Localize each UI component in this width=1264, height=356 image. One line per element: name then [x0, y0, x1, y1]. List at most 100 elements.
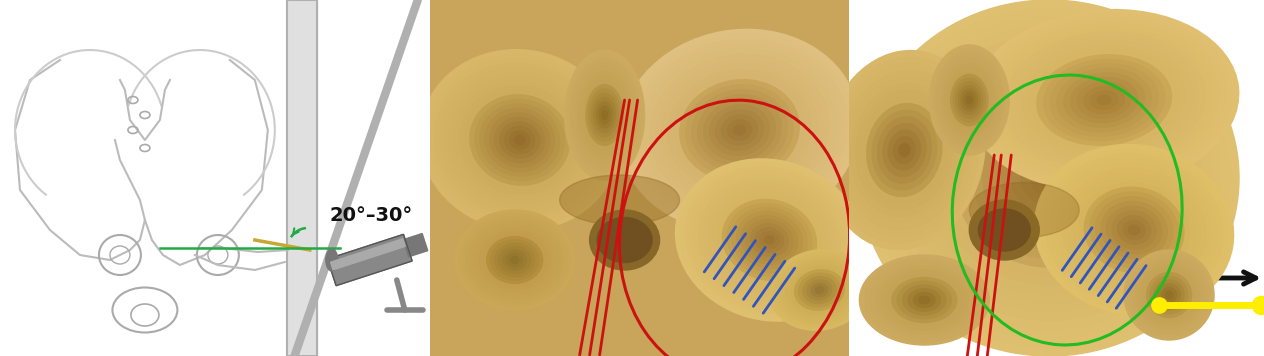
Ellipse shape	[667, 70, 811, 190]
Ellipse shape	[846, 77, 963, 223]
Ellipse shape	[811, 283, 828, 297]
Ellipse shape	[728, 120, 751, 140]
Ellipse shape	[565, 50, 645, 180]
Ellipse shape	[638, 44, 841, 216]
Ellipse shape	[1030, 160, 1068, 196]
Ellipse shape	[958, 85, 980, 115]
Ellipse shape	[861, 97, 947, 203]
Ellipse shape	[1073, 178, 1194, 282]
Ellipse shape	[715, 110, 763, 150]
Ellipse shape	[990, 23, 1218, 177]
Ellipse shape	[779, 256, 861, 324]
Ellipse shape	[992, 125, 1106, 231]
Ellipse shape	[829, 57, 980, 243]
Ellipse shape	[834, 64, 975, 236]
Ellipse shape	[490, 240, 538, 280]
Ellipse shape	[455, 81, 584, 199]
Ellipse shape	[487, 237, 542, 283]
Ellipse shape	[916, 53, 1182, 303]
Ellipse shape	[440, 68, 599, 212]
Ellipse shape	[560, 175, 680, 225]
Ellipse shape	[727, 204, 811, 277]
Ellipse shape	[694, 175, 844, 305]
Ellipse shape	[691, 90, 787, 170]
Ellipse shape	[465, 90, 574, 190]
Ellipse shape	[1096, 197, 1173, 263]
Ellipse shape	[756, 228, 784, 252]
Ellipse shape	[1044, 59, 1164, 141]
Ellipse shape	[1101, 201, 1167, 258]
Ellipse shape	[872, 110, 937, 190]
Ellipse shape	[589, 210, 660, 270]
Ellipse shape	[906, 44, 1192, 312]
Ellipse shape	[494, 244, 535, 277]
Ellipse shape	[1040, 149, 1229, 311]
Ellipse shape	[1106, 206, 1162, 254]
Ellipse shape	[626, 35, 853, 226]
Ellipse shape	[483, 233, 546, 287]
Ellipse shape	[722, 115, 757, 145]
Ellipse shape	[420, 50, 619, 230]
Ellipse shape	[1068, 173, 1201, 287]
Ellipse shape	[511, 257, 518, 263]
Ellipse shape	[1040, 169, 1059, 187]
Ellipse shape	[621, 29, 858, 231]
Ellipse shape	[698, 95, 781, 165]
Ellipse shape	[713, 191, 825, 289]
Ellipse shape	[575, 67, 635, 163]
Ellipse shape	[470, 223, 559, 297]
Ellipse shape	[435, 63, 604, 217]
Ellipse shape	[932, 49, 1006, 151]
Ellipse shape	[889, 130, 920, 170]
Ellipse shape	[699, 179, 841, 301]
Ellipse shape	[962, 89, 977, 111]
Ellipse shape	[925, 62, 1173, 294]
Ellipse shape	[976, 14, 1232, 186]
Ellipse shape	[760, 232, 779, 248]
Ellipse shape	[1150, 276, 1188, 314]
Ellipse shape	[1158, 284, 1181, 306]
Ellipse shape	[1077, 82, 1131, 118]
Ellipse shape	[680, 163, 858, 317]
Ellipse shape	[983, 116, 1116, 240]
Ellipse shape	[578, 72, 631, 158]
Ellipse shape	[466, 220, 562, 300]
Ellipse shape	[733, 125, 746, 135]
Ellipse shape	[943, 63, 996, 137]
Ellipse shape	[685, 167, 854, 313]
Ellipse shape	[499, 122, 540, 158]
Bar	[327, 234, 412, 286]
Ellipse shape	[877, 117, 932, 183]
Ellipse shape	[868, 9, 1230, 347]
Ellipse shape	[1079, 183, 1189, 277]
Ellipse shape	[770, 250, 870, 330]
Ellipse shape	[1030, 50, 1178, 150]
Ellipse shape	[570, 59, 640, 171]
Ellipse shape	[1154, 280, 1184, 310]
Ellipse shape	[1139, 265, 1200, 325]
Ellipse shape	[983, 19, 1225, 182]
Ellipse shape	[964, 93, 975, 107]
Text: 20°–30°: 20°–30°	[330, 206, 413, 225]
Ellipse shape	[326, 249, 337, 271]
Ellipse shape	[737, 211, 803, 268]
Ellipse shape	[1124, 220, 1145, 240]
Ellipse shape	[892, 277, 957, 323]
Ellipse shape	[860, 255, 990, 345]
Ellipse shape	[503, 250, 527, 270]
Ellipse shape	[996, 28, 1212, 172]
Ellipse shape	[967, 96, 972, 104]
Ellipse shape	[963, 98, 1135, 258]
Ellipse shape	[494, 117, 545, 163]
Ellipse shape	[1052, 159, 1217, 301]
Ellipse shape	[1010, 37, 1198, 163]
Ellipse shape	[795, 270, 844, 310]
Ellipse shape	[969, 200, 1039, 260]
Ellipse shape	[969, 10, 1239, 190]
Ellipse shape	[704, 100, 775, 160]
Ellipse shape	[592, 93, 618, 137]
Ellipse shape	[450, 77, 589, 203]
Ellipse shape	[887, 27, 1211, 329]
Ellipse shape	[953, 78, 985, 122]
Ellipse shape	[489, 113, 550, 167]
